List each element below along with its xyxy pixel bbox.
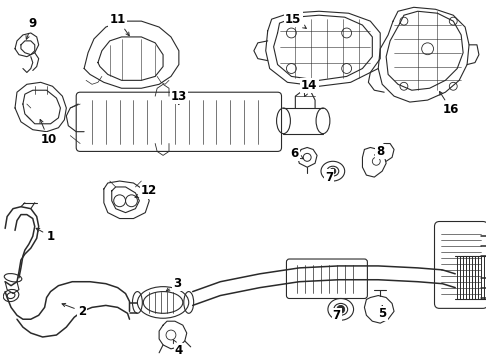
Text: 15: 15: [285, 13, 305, 28]
Circle shape: [336, 305, 344, 313]
Text: 2: 2: [62, 303, 86, 318]
Text: 16: 16: [439, 91, 459, 117]
Text: 9: 9: [26, 17, 37, 39]
FancyBboxPatch shape: [286, 259, 366, 298]
Text: 4: 4: [173, 340, 183, 357]
Text: 3: 3: [166, 277, 181, 291]
Text: 12: 12: [135, 184, 157, 197]
Circle shape: [329, 168, 335, 174]
Text: 8: 8: [374, 145, 384, 158]
Text: 14: 14: [300, 79, 317, 96]
Text: 11: 11: [109, 13, 129, 36]
FancyBboxPatch shape: [434, 221, 487, 309]
Text: 7: 7: [324, 170, 332, 184]
Text: 7: 7: [332, 307, 340, 322]
Text: 13: 13: [170, 90, 186, 104]
Text: 6: 6: [290, 147, 303, 160]
Text: 5: 5: [377, 306, 386, 320]
Text: 10: 10: [40, 120, 57, 146]
Text: 1: 1: [36, 228, 55, 243]
